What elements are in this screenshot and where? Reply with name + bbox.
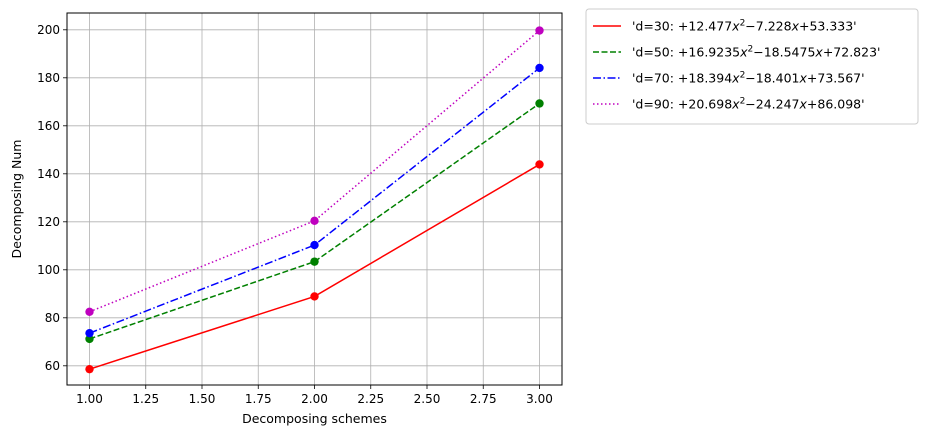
- grid: [67, 13, 562, 385]
- x-tick-label: 1.00: [76, 392, 103, 406]
- series-line: [89, 102, 540, 340]
- data-point: [85, 334, 94, 344]
- legend: 'd=30: +12.477x2−7.228x+53.333' 'd=50: +1…: [585, 8, 919, 125]
- data-point: [310, 240, 319, 250]
- x-tick-label: 1.50: [189, 392, 216, 406]
- x-axis: 1.00 1.25 1.50 1.75 2.00 2.25 2.50 2.75 3.00: [76, 385, 553, 406]
- y-axis-title: Decomposing Num: [9, 140, 24, 259]
- legend-entry: 'd=70: +18.394x2−18.401x+73.567': [632, 71, 865, 86]
- data-point: [535, 160, 544, 169]
- series-2: [85, 63, 544, 338]
- y-tick-label: 180: [37, 71, 60, 85]
- y-tick-label: 80: [45, 311, 60, 325]
- x-tick-label: 2.25: [357, 392, 384, 406]
- x-tick-label: 3.00: [526, 392, 553, 406]
- y-tick-label: 60: [45, 359, 60, 373]
- series-0: [85, 160, 544, 374]
- y-tick-label: 120: [37, 215, 60, 229]
- y-tick-label: 200: [37, 23, 60, 37]
- x-tick-label: 2.75: [470, 392, 497, 406]
- series-1: [85, 99, 544, 344]
- data-point: [85, 307, 94, 316]
- data-point: [85, 328, 94, 338]
- data-point: [310, 292, 319, 301]
- y-tick-label: 100: [37, 263, 60, 277]
- x-tick-label: 1.25: [132, 392, 159, 406]
- y-tick-label: 140: [37, 167, 60, 181]
- data-point: [535, 26, 544, 35]
- data-point: [535, 63, 544, 73]
- y-tick-label: 160: [37, 119, 60, 133]
- data-point: [85, 364, 94, 374]
- x-tick-label: 2.50: [414, 392, 441, 406]
- legend-box: [585, 8, 919, 125]
- legend-entry: 'd=30: +12.477x2−7.228x+53.333': [632, 19, 857, 34]
- series-line: [89, 29, 540, 313]
- data-point: [535, 99, 544, 108]
- series-3: [85, 26, 544, 316]
- x-tick-label: 1.75: [245, 392, 272, 406]
- data-point: [310, 257, 319, 266]
- x-axis-title: Decomposing schemes: [242, 411, 387, 426]
- legend-entry: 'd=90: +20.698x2−24.247x+86.098': [632, 97, 865, 112]
- x-tick-label: 2.00: [301, 392, 328, 406]
- y-axis: 60 80 100 120 140 160 180 200: [37, 23, 67, 373]
- legend-entry: 'd=50: +16.9235x2−18.5475x+72.823': [632, 45, 880, 60]
- data-point: [310, 216, 319, 226]
- series-layer: [85, 26, 544, 374]
